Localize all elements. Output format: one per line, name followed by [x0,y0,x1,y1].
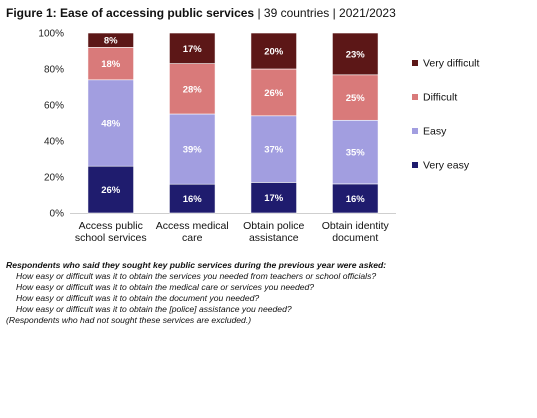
x-category-label: Obtain police [243,220,304,232]
notes-exclusion: (Respondents who had not sought these se… [6,315,252,325]
bar-segment [250,182,297,214]
y-tick-label: 40% [44,137,64,148]
bar-value-label: 20% [264,47,284,58]
bar-value-label: 26% [264,88,284,99]
bar-segment [169,32,216,64]
bar-segment [332,183,379,214]
x-category-label: care [182,232,203,244]
bar-segment [87,165,134,214]
notes-question: How easy or difficult was it to obtain t… [16,282,315,292]
legend-swatch [412,60,418,66]
bar-segment [169,63,216,115]
y-tick-label: 100% [38,29,64,40]
notes-question: How easy or difficult was it to obtain t… [16,293,260,303]
x-category-label: assistance [249,232,299,244]
bar-value-label: 17% [264,193,284,204]
bar-segment [332,119,379,185]
bar-value-label: 35% [346,148,366,159]
bar-value-label: 18% [101,59,121,70]
legend-swatch [412,94,418,100]
bar-value-label: 16% [183,194,203,205]
legend-label: Very difficult [423,58,479,70]
survey-notes: Respondents who said they sought key pub… [6,260,534,326]
legend-label: Difficult [423,92,457,104]
bar-segment [169,183,216,214]
bar-segment [250,115,297,183]
figure-title: Figure 1: Ease of accessing public servi… [6,6,396,20]
notes-question: How easy or difficult was it to obtain t… [16,304,292,314]
x-category-label: Access medical [156,220,229,232]
x-category-label: Access public [79,220,143,232]
legend-swatch [412,162,418,168]
figure-title-meta: | 39 countries | 2021/2023 [254,6,396,20]
bar-value-label: 23% [346,49,366,60]
notes-intro: Respondents who said they sought key pub… [6,260,387,270]
notes-question: How easy or difficult was it to obtain t… [16,271,377,281]
stacked-bar-chart: 0% 20% 40% 60% 80% 100% 26% 48% 18% 8% Access publ… [38,29,479,245]
bar-segment [332,32,379,76]
bar-segment [332,74,379,121]
bar-value-label: 8% [104,36,118,47]
y-tick-label: 0% [50,209,65,220]
x-category-label: document [332,232,378,244]
bar-segment [250,32,297,70]
y-tick-label: 80% [44,65,64,76]
legend-label: Very easy [423,160,470,172]
bar-value-label: 17% [183,44,203,55]
legend-swatch [412,128,418,134]
bar-value-label: 26% [101,185,121,196]
bar-segment [87,47,134,81]
bar-value-label: 25% [346,93,366,104]
bar-segment [169,113,216,185]
y-tick-label: 60% [44,101,64,112]
bar-value-label: 28% [183,84,203,95]
bar-value-label: 48% [101,119,121,130]
bar-segment [87,32,134,48]
bar-value-label: 39% [183,145,203,156]
x-category-label: school services [75,232,147,244]
figure-title-main: Figure 1: Ease of accessing public servi… [6,6,255,20]
bar-value-label: 37% [264,145,284,156]
bar-value-label: 16% [346,194,366,205]
y-tick-label: 20% [44,173,64,184]
legend-label: Easy [423,126,447,138]
bar-segment [250,68,297,117]
x-category-label: Obtain identity [322,220,390,232]
